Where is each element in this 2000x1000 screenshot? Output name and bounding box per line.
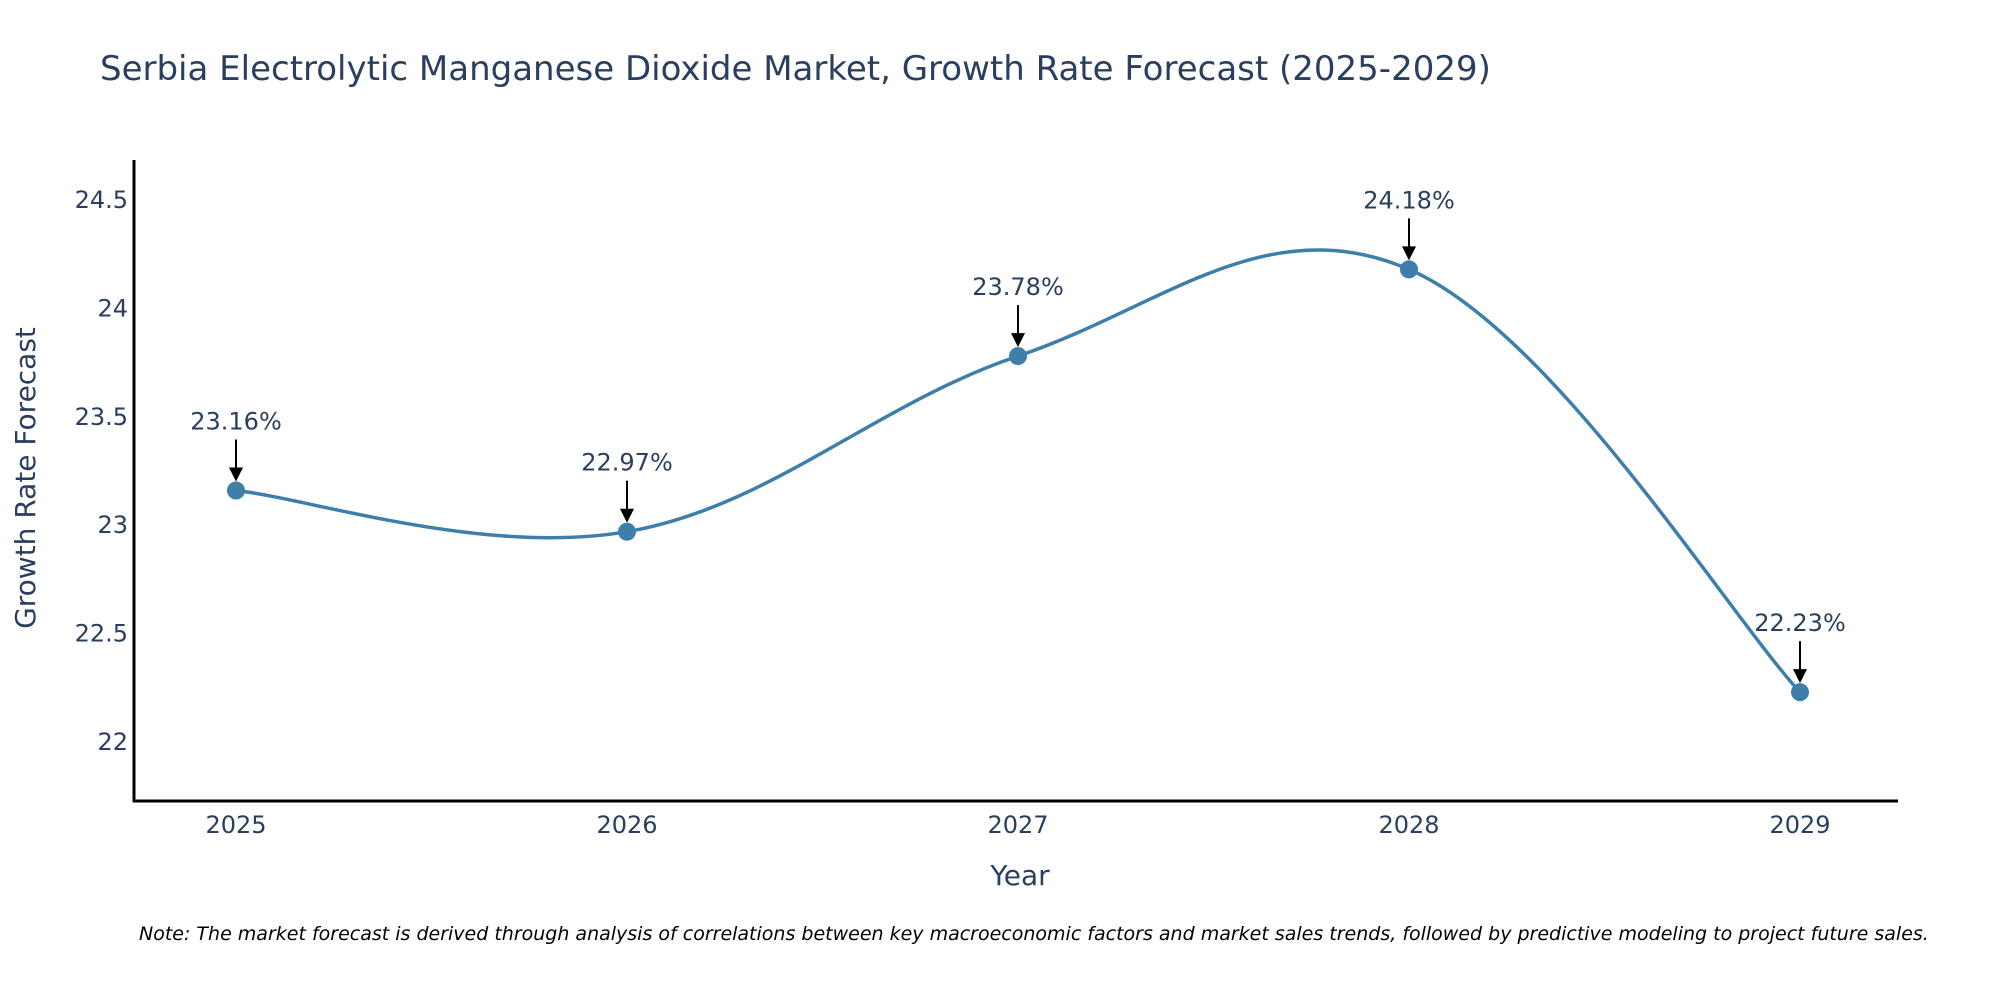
annotation-arrowhead: [620, 508, 634, 523]
y-axis-ticks: 22 22.5 23 23.5 24 24.5: [75, 186, 128, 756]
y-tick-label: 23: [97, 511, 128, 539]
x-axis-ticks: 2025 2026 2027 2028 2029: [205, 811, 1830, 839]
annotation-arrowhead: [1402, 246, 1416, 261]
x-tick-label: 2027: [987, 811, 1048, 839]
y-tick-label: 22.5: [75, 620, 128, 648]
footnote: Note: The market forecast is derived thr…: [139, 923, 1929, 945]
y-tick-label: 24: [97, 294, 128, 322]
data-label: 24.18%: [1363, 186, 1455, 214]
y-tick-label: 22: [97, 728, 128, 756]
annotation-arrowhead: [229, 467, 243, 482]
annotation-arrowhead: [1011, 333, 1025, 348]
y-axis-title: Growth Rate Forecast: [9, 327, 42, 629]
data-point: [1400, 260, 1418, 279]
annotation-arrowhead: [1793, 669, 1807, 684]
data-annotations: 23.16% 22.97% 23.78% 24.18% 22.23%: [190, 186, 1846, 684]
data-point: [1009, 347, 1027, 366]
data-label: 23.78%: [972, 273, 1064, 301]
x-tick-label: 2029: [1769, 811, 1830, 839]
data-markers: [227, 260, 1809, 702]
y-tick-label: 24.5: [75, 186, 128, 214]
data-label: 22.23%: [1754, 609, 1846, 637]
data-point: [1791, 683, 1809, 702]
x-axis-title: Year: [989, 859, 1050, 892]
chart-title: Serbia Electrolytic Manganese Dioxide Ma…: [100, 49, 1491, 89]
x-tick-label: 2028: [1378, 811, 1439, 839]
data-label: 22.97%: [581, 449, 673, 477]
data-label: 23.16%: [190, 408, 282, 436]
x-tick-label: 2026: [596, 811, 657, 839]
data-point: [227, 481, 245, 500]
x-tick-label: 2025: [205, 811, 266, 839]
data-point: [618, 522, 636, 541]
y-tick-label: 23.5: [75, 403, 128, 431]
growth-rate-line: [235, 248, 1802, 694]
